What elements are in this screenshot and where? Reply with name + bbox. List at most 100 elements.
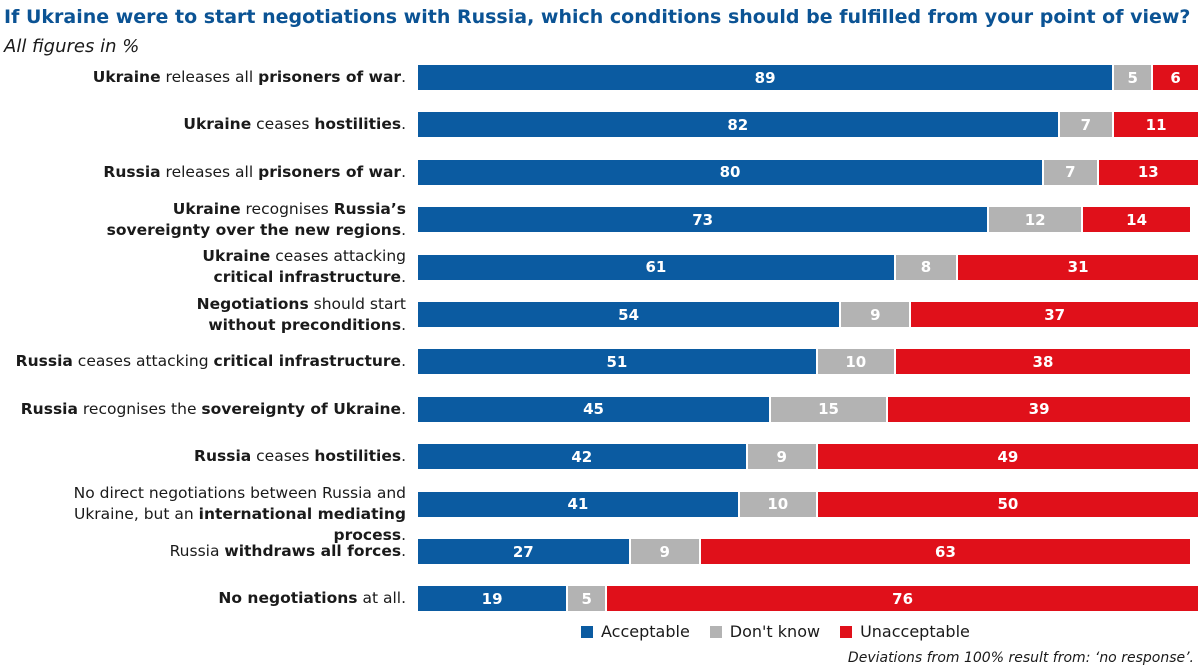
bar-segment-acceptable: 89 <box>418 65 1113 90</box>
data-label: 7 <box>1080 115 1092 134</box>
data-label: 27 <box>512 542 534 561</box>
data-label: 42 <box>571 447 593 466</box>
category-label: No negotiations at all. <box>0 588 406 609</box>
category-label-run: should start <box>308 294 406 313</box>
legend-label-acceptable: Acceptable <box>601 622 690 641</box>
bar-segment-acceptable: 61 <box>418 254 894 280</box>
data-label: 49 <box>997 447 1019 466</box>
category-label-run: Russia <box>194 447 252 466</box>
data-label: 39 <box>1028 400 1050 419</box>
legend-swatch-acceptable <box>581 625 593 638</box>
category-label-run: without preconditions <box>208 315 402 334</box>
category-label-run: . <box>401 162 406 181</box>
bar-segment-unacceptable: 38 <box>895 349 1191 375</box>
category-label-run: . <box>401 315 406 334</box>
category-label-run: Ukraine, but an <box>73 505 199 524</box>
data-label: 12 <box>1024 210 1046 229</box>
bar-segment-dont-know: 8 <box>895 254 957 280</box>
bar-segment-dont-know: 10 <box>739 491 816 517</box>
legend-label-unacceptable: Unacceptable <box>860 622 970 641</box>
category-label-run: . <box>401 542 406 560</box>
category-label-run: Russia <box>169 542 225 560</box>
category-label: Ukraine recognises Russia’s sovereignty o… <box>0 199 406 241</box>
data-label: 5 <box>581 589 592 608</box>
bar-segment-unacceptable: 11 <box>1114 112 1198 138</box>
category-label-run: . <box>401 68 406 86</box>
category-label-run: international mediating process <box>198 505 406 545</box>
chart-title: If Ukraine were to start negotiations wi… <box>4 6 1191 28</box>
data-label: 37 <box>1044 305 1066 324</box>
bar-segment-dont-know: 15 <box>771 396 886 422</box>
category-label: Ukraine ceases hostilities. <box>0 114 406 135</box>
legend-swatch-unacceptable <box>840 625 853 638</box>
bar-segment-acceptable: 80 <box>418 159 1042 185</box>
bar-segment-unacceptable: 50 <box>817 491 1198 517</box>
data-label: 45 <box>583 400 604 419</box>
data-label: 19 <box>481 589 503 608</box>
bar-segment-acceptable: 82 <box>418 112 1058 138</box>
category-label-run: ceases <box>251 447 315 466</box>
category-label: Ukraine releases all prisoners of war. <box>0 67 406 88</box>
bar-segment-unacceptable: 6 <box>1153 65 1198 90</box>
bar-segment-acceptable: 27 <box>418 539 629 564</box>
category-label-run: . <box>401 352 406 371</box>
category-label-run: . <box>401 268 406 287</box>
category-label-run: critical infrastructure <box>213 352 402 371</box>
category-label-run: releases all <box>160 68 259 86</box>
category-label-run: Ukraine <box>183 115 252 134</box>
category-label-line: critical infrastructure. <box>0 267 406 288</box>
data-label: 10 <box>767 495 789 514</box>
bar-segment-acceptable: 51 <box>418 349 816 375</box>
category-label: Russia ceases hostilities. <box>0 446 406 467</box>
data-label: 7 <box>1065 163 1076 182</box>
category-label-run: . <box>401 220 406 239</box>
category-label-run: hostilities <box>314 447 402 466</box>
category-label-line: No negotiations at all. <box>0 588 406 609</box>
category-label-run: . <box>401 115 406 134</box>
category-label: Ukraine ceases attacking critical infrast… <box>0 246 406 288</box>
category-label-run: Russia <box>20 399 78 418</box>
legend-item-acceptable: Acceptable <box>581 622 690 641</box>
data-label: 51 <box>606 352 628 371</box>
category-label-run: withdraws all forces <box>224 542 402 560</box>
category-label-run: Russia’s <box>333 199 406 218</box>
bar-segment-acceptable: 42 <box>418 444 746 470</box>
category-label-run: No direct negotiations between Russia an… <box>73 484 406 503</box>
category-label-run: sovereignty over the new regions <box>106 220 402 239</box>
category-label: Russia ceases attacking critical infrast… <box>0 351 406 372</box>
legend-item-unacceptable: Unacceptable <box>840 622 970 641</box>
data-label: 50 <box>997 495 1019 514</box>
category-label-run: . <box>401 399 406 418</box>
data-label: 63 <box>935 542 956 561</box>
category-label-run: Russia <box>15 352 73 371</box>
bar-segment-acceptable: 54 <box>418 302 840 327</box>
bar-segment-acceptable: 41 <box>418 491 738 517</box>
category-label-line: Russia ceases attacking critical infrast… <box>0 351 406 372</box>
category-label-line: sovereignty over the new regions. <box>0 220 406 241</box>
category-label-run: ceases <box>251 115 315 134</box>
category-label-run: recognises <box>240 199 334 218</box>
category-label-line: Russia withdraws all forces. <box>0 541 406 562</box>
category-label-run: critical infrastructure <box>213 268 402 287</box>
bar-segment-dont-know: 10 <box>817 349 894 375</box>
category-label-line: Ukraine recognises Russia’s <box>0 199 406 220</box>
category-label-line: Ukraine, but an international mediating … <box>0 504 406 546</box>
category-label-line: Negotiations should start <box>0 294 406 315</box>
category-label-line: without preconditions. <box>0 315 406 336</box>
data-label: 14 <box>1126 210 1148 229</box>
bar-segment-unacceptable: 76 <box>607 586 1198 612</box>
bar-segment-unacceptable: 63 <box>700 539 1191 564</box>
bar-segment-acceptable: 45 <box>418 396 769 422</box>
bar-segment-dont-know: 9 <box>747 444 816 470</box>
data-label: 9 <box>659 542 670 561</box>
data-label: 5 <box>1127 68 1138 87</box>
category-label: No direct negotiations between Russia an… <box>0 483 406 546</box>
category-label-run: . <box>401 526 406 545</box>
category-label-run: Ukraine <box>92 68 161 86</box>
bar-segment-unacceptable: 31 <box>958 254 1198 280</box>
bar-segment-dont-know: 12 <box>989 207 1081 233</box>
legend-label-dont-know: Don't know <box>729 622 821 641</box>
category-label-line: Ukraine ceases attacking <box>0 246 406 267</box>
data-label: 76 <box>892 589 914 608</box>
bar-segment-acceptable: 19 <box>418 586 567 612</box>
